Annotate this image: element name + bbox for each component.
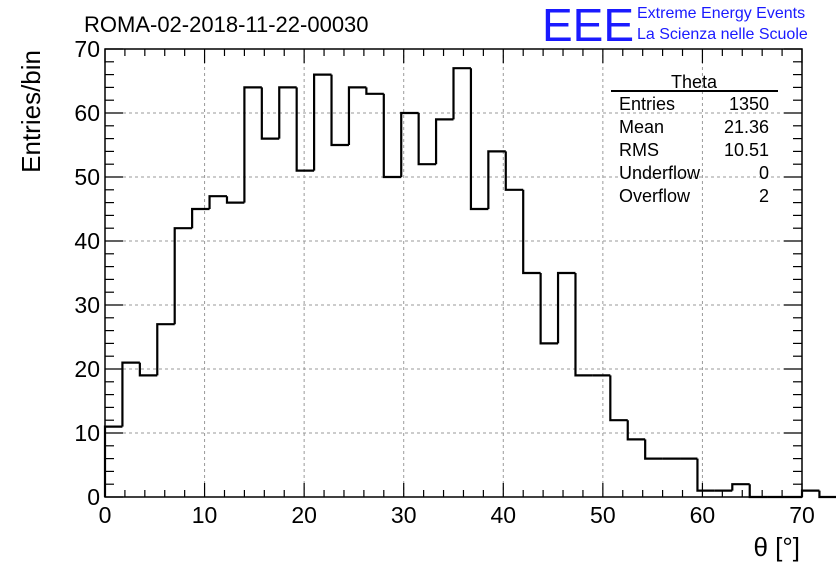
y-tick-label: 30 (74, 292, 100, 318)
histogram-bin (330, 74, 349, 147)
x-tick-label: 50 (590, 502, 616, 528)
stats-box: Theta Entries 1350 Mean 21.36 RMS 10.51 Underf… (611, 72, 778, 206)
x-tick-label: 30 (391, 502, 417, 528)
stats-row-value: 21.36 (724, 117, 769, 137)
histogram-bin (347, 86, 367, 145)
y-tick-label: 20 (74, 356, 100, 382)
histogram-bin (365, 87, 384, 95)
histogram-bin (748, 484, 768, 499)
x-tick-label: 70 (789, 502, 815, 528)
histogram-bin (452, 67, 471, 120)
histogram-bin (522, 189, 541, 275)
axis-ticks (104, 48, 803, 498)
plot-frame (104, 48, 803, 498)
eee-logo: EEE Extreme Energy Events La Scienza nel… (542, 0, 808, 51)
logo-mark: EEE (542, 0, 634, 51)
stats-row-label: Mean (619, 117, 664, 137)
histogram-bin (191, 207, 210, 229)
histogram-bin (278, 86, 297, 139)
x-tick-label: 20 (291, 502, 317, 528)
x-tick-label: 40 (490, 502, 516, 528)
y-tick-label: 50 (74, 164, 100, 190)
histogram-bin (243, 86, 262, 203)
x-axis-title: θ [°] (753, 532, 800, 562)
histogram-bin (382, 93, 402, 179)
stats-row-label: Underflow (619, 163, 701, 183)
histogram-series (103, 67, 836, 499)
histogram-bin (556, 271, 576, 344)
histogram-bin (417, 113, 437, 166)
stats-row-value: 1350 (729, 94, 769, 114)
stats-row-value: 10.51 (724, 140, 769, 160)
histogram-bin (173, 227, 193, 325)
histogram-bin (260, 87, 280, 140)
histogram-bin (626, 420, 646, 441)
logo-line-2: La Scienza nelle Scuole (637, 26, 808, 43)
y-tick-label: 40 (74, 228, 100, 254)
histogram-bin (400, 111, 419, 177)
histogram-bin (609, 375, 628, 422)
histogram-bin (295, 87, 315, 172)
histogram-bin (313, 73, 332, 171)
stats-row-label: Overflow (619, 186, 691, 206)
histogram-bin (731, 483, 750, 491)
stats-row-label: RMS (619, 140, 659, 160)
histogram-bin (487, 150, 506, 209)
stats-title: Theta (671, 72, 718, 92)
histogram-bin (696, 458, 715, 492)
histogram-bin (539, 273, 559, 345)
stats-rows: Entries 1350 Mean 21.36 RMS 10.51 Underflow 0 Ov… (619, 94, 769, 206)
histogram-bin (121, 361, 140, 427)
histogram-bin (800, 489, 820, 497)
histogram-bin (574, 273, 593, 377)
run-title: ROMA-02-2018-11-22-00030 (84, 12, 369, 37)
histogram-bin (156, 323, 175, 376)
y-tick-label: 70 (74, 36, 100, 62)
histogram-bin (434, 118, 454, 165)
y-axis-title: Entries/bin (16, 50, 46, 173)
stats-row-label: Entries (619, 94, 675, 114)
stats-row-value: 0 (759, 163, 769, 183)
y-tick-label: 0 (87, 484, 100, 510)
logo-line-1: Extreme Energy Events (637, 5, 805, 22)
histogram-bin (208, 195, 227, 209)
stats-row-value: 2 (759, 186, 769, 206)
y-tick-label: 60 (74, 100, 100, 126)
histogram-bin (469, 68, 489, 211)
x-tick-label: 60 (690, 502, 716, 528)
histogram-bin (103, 425, 123, 497)
histogram-bin (818, 490, 836, 499)
histogram-bin (225, 196, 245, 204)
histogram-bin (138, 362, 158, 377)
y-tick-label: 10 (74, 420, 100, 446)
plot-frame-rect (104, 48, 803, 498)
histogram-bin (644, 439, 663, 460)
x-tick-label: 0 (99, 502, 112, 528)
x-tick-label: 10 (192, 502, 218, 528)
histogram-bin (504, 151, 524, 191)
